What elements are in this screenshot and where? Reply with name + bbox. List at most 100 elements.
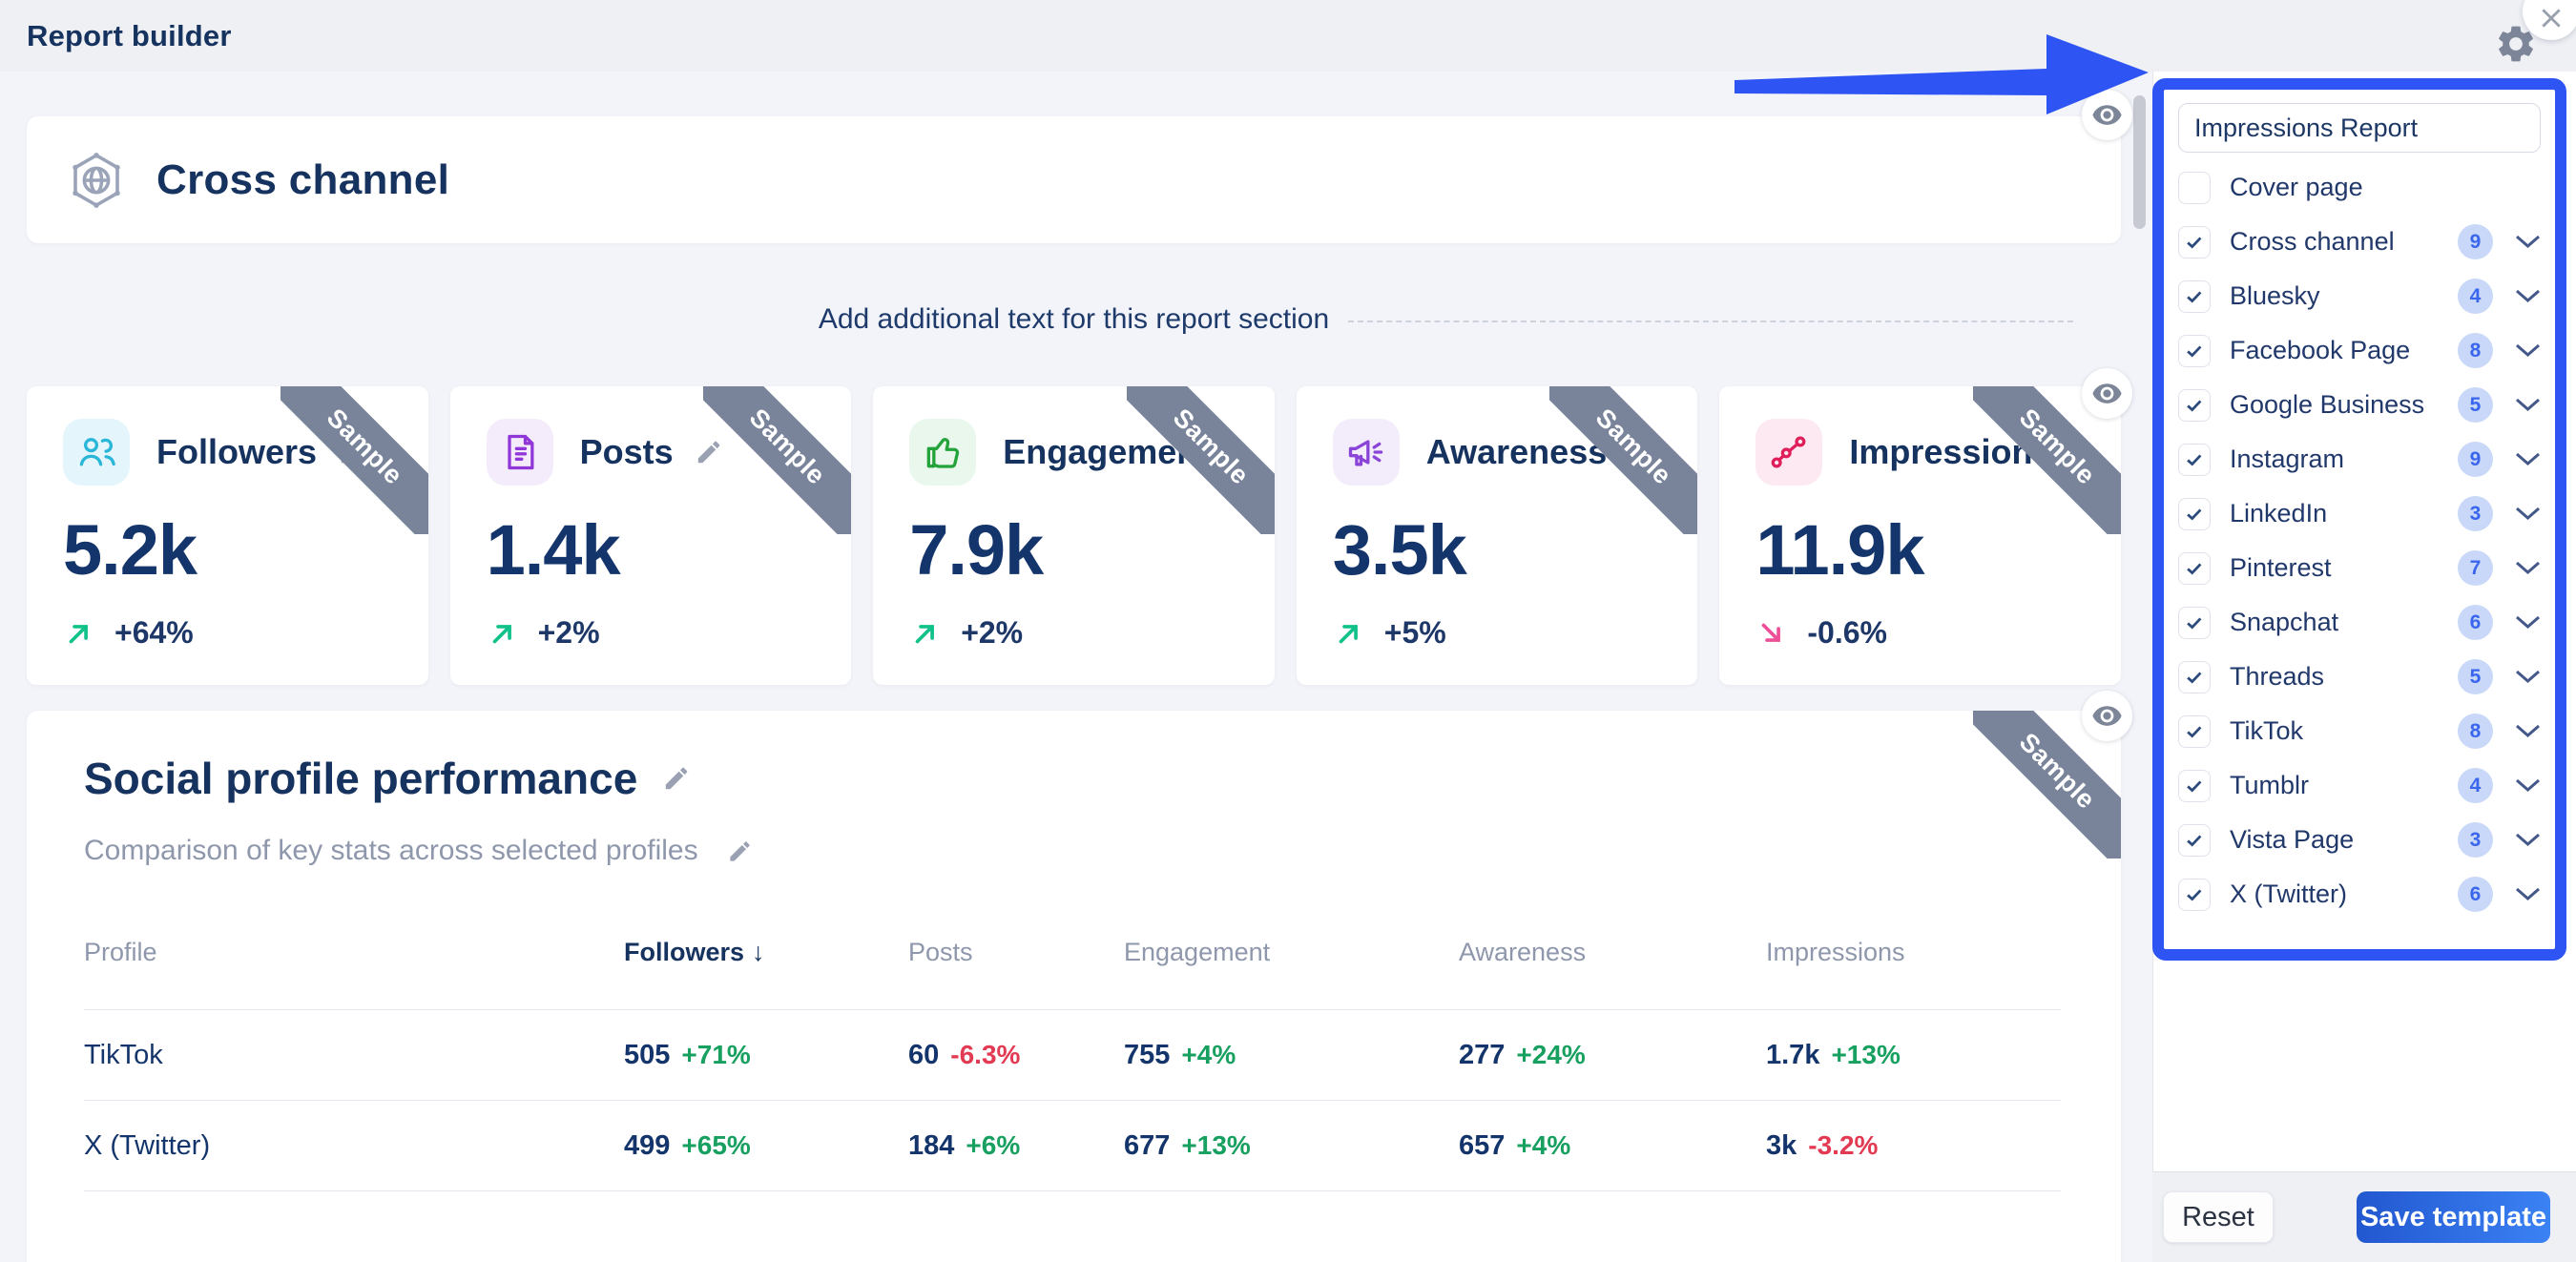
checkbox-checked[interactable] xyxy=(2178,878,2211,911)
metric-delta: -0.6% xyxy=(1807,615,1887,650)
sidebar-item-vista-page[interactable]: Vista Page 3 xyxy=(2178,813,2541,867)
column-header-engagement[interactable]: Engagement xyxy=(1124,938,1271,966)
checkbox-checked[interactable] xyxy=(2178,606,2211,639)
checkbox-checked[interactable] xyxy=(2178,279,2211,313)
metric-title: Engagement xyxy=(1003,432,1210,471)
chevron-down-icon[interactable] xyxy=(2515,833,2541,847)
sidebar-item-cross-channel[interactable]: Cross channel 9 xyxy=(2178,215,2541,269)
metric-value: 657 xyxy=(1459,1129,1506,1161)
metric-delta: +13% xyxy=(1181,1129,1251,1160)
chevron-down-icon[interactable] xyxy=(2515,724,2541,738)
edit-pencil-icon[interactable] xyxy=(662,764,691,793)
social-profile-performance-section: Social profile performance Comparison of… xyxy=(27,711,2121,1262)
chevron-down-icon[interactable] xyxy=(2515,289,2541,303)
column-header-followers[interactable]: Followers ↓ xyxy=(624,938,765,966)
section-visibility-eye-button[interactable] xyxy=(2082,90,2132,140)
chevron-down-icon[interactable] xyxy=(2515,452,2541,466)
chevron-down-icon[interactable] xyxy=(2515,887,2541,901)
engagement-icon-tile xyxy=(909,419,977,486)
section-visibility-eye-button[interactable] xyxy=(2082,691,2132,741)
check-icon xyxy=(2187,453,2202,466)
cross-channel-globe-icon xyxy=(73,152,120,208)
trend-down-icon xyxy=(1762,623,1781,642)
scrollbar-thumb[interactable] xyxy=(2133,95,2146,229)
edit-pencil-icon[interactable] xyxy=(1628,438,1656,466)
metric-value: 499 xyxy=(624,1129,671,1161)
save-template-button[interactable]: Save template xyxy=(2357,1191,2550,1243)
sidebar-item-bluesky[interactable]: Bluesky 4 xyxy=(2178,269,2541,323)
column-header-awareness[interactable]: Awareness xyxy=(1459,938,1587,966)
add-section-text-field[interactable]: Add additional text for this report sect… xyxy=(27,296,2121,349)
edit-pencil-icon[interactable] xyxy=(695,438,723,466)
settings-gear-button[interactable] xyxy=(2492,21,2540,69)
metric-value: 184 xyxy=(908,1129,955,1161)
metric-title: Followers xyxy=(156,432,318,471)
metric-value: 7.9k xyxy=(909,510,1044,590)
checkbox-checked[interactable] xyxy=(2178,660,2211,693)
table-header-row: Profile Followers ↓ Posts Engagement Awar… xyxy=(84,867,2061,1010)
chevron-down-icon[interactable] xyxy=(2515,235,2541,249)
metric-cards-row: Followers 5.2k +64% Sample P xyxy=(27,386,2121,685)
chevron-down-icon[interactable] xyxy=(2515,670,2541,684)
eye-icon xyxy=(2092,383,2122,403)
section-count-badge: 8 xyxy=(2458,714,2493,749)
metric-card-followers: Followers 5.2k +64% Sample xyxy=(27,386,428,685)
checkbox-checked[interactable] xyxy=(2178,497,2211,530)
impressions-icon xyxy=(1772,436,1806,468)
check-icon xyxy=(2187,236,2202,249)
checkbox-checked[interactable] xyxy=(2178,714,2211,748)
sidebar-item-linkedin[interactable]: LinkedIn 3 xyxy=(2178,486,2541,541)
chevron-down-icon[interactable] xyxy=(2515,398,2541,412)
column-header-profile[interactable]: Profile xyxy=(84,938,157,966)
column-header-impressions[interactable]: Impressions xyxy=(1766,938,1905,966)
cross-channel-title: Cross channel xyxy=(156,155,450,203)
check-icon xyxy=(2187,616,2202,630)
chevron-down-icon[interactable] xyxy=(2515,778,2541,793)
template-sections-panel: Cover page Cross channel 9 Bluesky 4 Fac… xyxy=(2152,78,2566,961)
sidebar-item-instagram[interactable]: Instagram 9 xyxy=(2178,432,2541,486)
eye-icon xyxy=(2092,706,2122,726)
sidebar-item-tumblr[interactable]: Tumblr 4 xyxy=(2178,758,2541,813)
sidebar-item-pinterest[interactable]: Pinterest 7 xyxy=(2178,541,2541,595)
sidebar-item-facebook-page[interactable]: Facebook Page 8 xyxy=(2178,323,2541,378)
metric-delta: +5% xyxy=(1383,615,1446,650)
check-icon xyxy=(2187,507,2202,521)
edit-pencil-icon[interactable] xyxy=(727,838,753,864)
chevron-down-icon[interactable] xyxy=(2515,561,2541,575)
checkbox-checked[interactable] xyxy=(2178,225,2211,259)
checkbox-checked[interactable] xyxy=(2178,551,2211,585)
metric-delta: +13% xyxy=(1831,1039,1901,1069)
metric-card-impressions: Impressions 11.9k -0.6% Sample xyxy=(1719,386,2121,685)
column-header-posts[interactable]: Posts xyxy=(908,938,973,966)
sidebar-item-snapchat[interactable]: Snapchat 6 xyxy=(2178,595,2541,650)
sidebar-item-google-business[interactable]: Google Business 5 xyxy=(2178,378,2541,432)
sidebar-item-tiktok[interactable]: TikTok 8 xyxy=(2178,704,2541,758)
checkbox-checked[interactable] xyxy=(2178,823,2211,857)
reset-button[interactable]: Reset xyxy=(2163,1191,2274,1243)
chevron-down-icon[interactable] xyxy=(2515,615,2541,630)
metric-value: 1.4k xyxy=(486,510,621,590)
trend-up-icon xyxy=(1339,624,1358,643)
chevron-down-icon[interactable] xyxy=(2515,507,2541,521)
dashed-divider xyxy=(1348,321,2073,322)
chevron-down-icon[interactable] xyxy=(2515,343,2541,358)
metric-value: 1.7k xyxy=(1766,1039,1820,1070)
section-count-badge: 8 xyxy=(2458,333,2493,368)
template-name-input[interactable] xyxy=(2178,103,2541,153)
sidebar-item-x-twitter[interactable]: X (Twitter) 6 xyxy=(2178,867,2541,921)
sidebar-item-threads[interactable]: Threads 5 xyxy=(2178,650,2541,704)
sidebar-item-cover-page[interactable]: Cover page xyxy=(2178,160,2541,215)
section-count-badge: 3 xyxy=(2458,822,2493,858)
checkbox-checked[interactable] xyxy=(2178,334,2211,367)
edit-pencil-icon[interactable] xyxy=(338,438,366,466)
checkbox-checked[interactable] xyxy=(2178,443,2211,476)
report-canvas: Cross channel Add additional text for th… xyxy=(0,72,2152,1262)
metric-value: 755 xyxy=(1124,1039,1171,1070)
checkbox-checked[interactable] xyxy=(2178,388,2211,422)
performance-table: Profile Followers ↓ Posts Engagement Awar… xyxy=(84,867,2121,1191)
checkbox-checked[interactable] xyxy=(2178,769,2211,802)
metric-card-posts: Posts 1.4k +2% Sample xyxy=(449,386,852,685)
section-visibility-eye-button[interactable] xyxy=(2082,368,2132,419)
checkbox-unchecked[interactable] xyxy=(2178,171,2211,204)
